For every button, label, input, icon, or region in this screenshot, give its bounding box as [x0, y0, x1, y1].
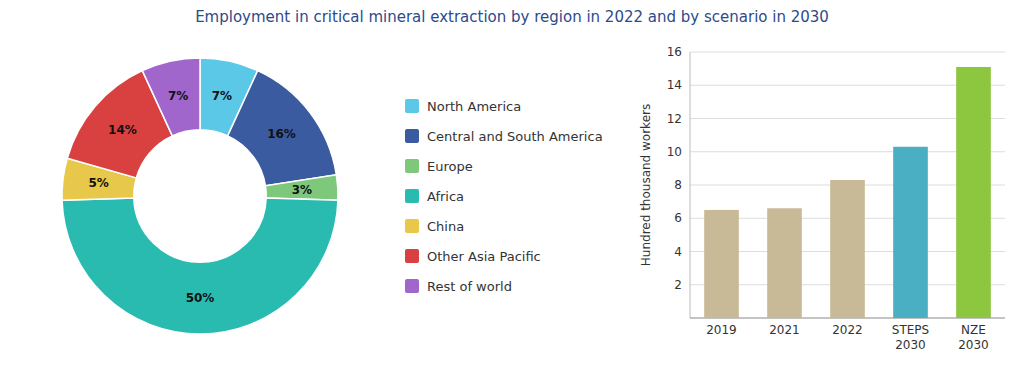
x-tick-label: 2022	[832, 323, 863, 337]
bar	[704, 210, 739, 318]
y-tick-label: 8	[674, 178, 682, 192]
legend-swatch	[405, 129, 419, 143]
x-tick-label: STEPS2030	[892, 323, 929, 352]
donut-slice	[265, 175, 338, 200]
x-tick-label: 2019	[706, 323, 737, 337]
data-label: 14%	[108, 123, 137, 137]
chart-svg: Employment in critical mineral extractio…	[0, 0, 1024, 382]
bar	[830, 180, 865, 318]
legend-swatch	[405, 249, 419, 263]
legend: North America Central and South America Eu…	[405, 99, 603, 294]
x-tick-line: 2019	[706, 323, 737, 337]
y-tick-label: 16	[667, 45, 682, 59]
bar	[893, 147, 928, 318]
axes: 246810121416201920212022STEPS2030NZE2030	[667, 45, 1005, 352]
bars	[704, 67, 991, 318]
x-tick-label: 2021	[769, 323, 800, 337]
y-tick-label: 2	[674, 278, 682, 292]
donut	[62, 58, 338, 334]
x-tick-line: 2030	[958, 338, 989, 352]
x-tick-line: 2030	[895, 338, 926, 352]
legend-entry: Rest of world	[427, 279, 512, 294]
donut-slice	[228, 71, 337, 186]
legend-entry: Central and South America	[427, 129, 603, 144]
donut-slice	[62, 198, 338, 334]
y-axis-label: Hundred thousand workers	[639, 104, 653, 266]
grid-line	[690, 52, 1005, 53]
legend-entry: North America	[427, 99, 521, 114]
y-tick-label: 10	[667, 145, 682, 159]
donut-slice	[142, 58, 200, 136]
y-axis-line	[690, 52, 691, 318]
x-tick-line: NZE	[961, 323, 986, 337]
x-tick-label: NZE2030	[958, 323, 989, 352]
x-tick-line: 2021	[769, 323, 800, 337]
y-tick-label: 12	[667, 112, 682, 126]
chart-container: Employment in critical mineral extractio…	[0, 0, 1024, 382]
data-label: 7%	[212, 89, 232, 103]
legend-swatch	[405, 279, 419, 293]
y-tick-label: 6	[674, 211, 682, 225]
legend-swatch	[405, 219, 419, 233]
data-label: 5%	[88, 176, 108, 190]
legend-swatch	[405, 159, 419, 173]
chart-title: Employment in critical mineral extractio…	[195, 8, 829, 26]
bar	[956, 67, 991, 318]
legend-entry: China	[427, 219, 464, 234]
data-label: 16%	[267, 127, 296, 141]
data-label: 3%	[292, 183, 312, 197]
bar	[767, 208, 802, 318]
y-tick-label: 4	[674, 245, 682, 259]
y-tick-label: 14	[667, 78, 682, 92]
donut-labels: 7% 16% 3% 50% 5% 14% 7%	[88, 89, 312, 305]
legend-swatch	[405, 99, 419, 113]
legend-entry: Other Asia Pacific	[427, 249, 541, 264]
x-tick-line: 2022	[832, 323, 863, 337]
legend-swatch	[405, 189, 419, 203]
legend-entry: Europe	[427, 159, 473, 174]
data-label: 7%	[168, 89, 188, 103]
data-label: 50%	[186, 291, 215, 305]
legend-entry: Africa	[427, 189, 464, 204]
x-tick-line: STEPS	[892, 323, 929, 337]
